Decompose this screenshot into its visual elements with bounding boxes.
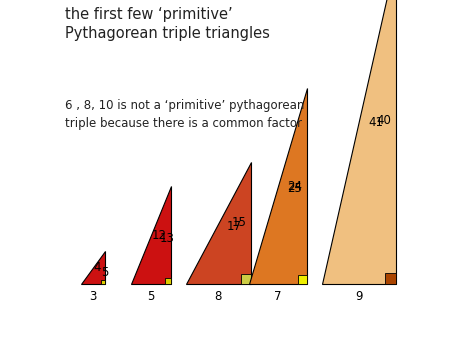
- Text: 12: 12: [152, 229, 167, 241]
- Text: 25: 25: [287, 182, 302, 195]
- Text: 13: 13: [160, 231, 175, 245]
- Text: 4: 4: [93, 261, 101, 274]
- Text: 41: 41: [368, 116, 383, 129]
- Text: 9: 9: [355, 290, 363, 304]
- Text: 6 , 8, 10 is not a ‘primitive’ pythagorean
triple because there is a common fact: 6 , 8, 10 is not a ‘primitive’ pythagore…: [65, 99, 304, 130]
- Polygon shape: [130, 186, 171, 284]
- Polygon shape: [322, 0, 396, 284]
- Text: the first few ‘primitive’
Pythagorean triple triangles: the first few ‘primitive’ Pythagorean tr…: [65, 7, 270, 41]
- Bar: [298, 275, 307, 284]
- Bar: [241, 274, 251, 284]
- Text: 15: 15: [232, 216, 246, 229]
- Text: 3: 3: [90, 290, 97, 304]
- Text: 8: 8: [215, 290, 222, 304]
- Text: 17: 17: [227, 220, 242, 233]
- Text: 24: 24: [287, 180, 302, 192]
- Bar: [385, 273, 396, 284]
- Bar: [101, 280, 105, 284]
- Polygon shape: [249, 88, 307, 284]
- Polygon shape: [185, 162, 251, 284]
- Polygon shape: [81, 251, 105, 284]
- Text: 40: 40: [376, 114, 392, 127]
- Text: 7: 7: [274, 290, 282, 304]
- Text: 5: 5: [147, 290, 155, 304]
- Bar: [165, 278, 171, 284]
- Text: 5: 5: [101, 266, 109, 279]
